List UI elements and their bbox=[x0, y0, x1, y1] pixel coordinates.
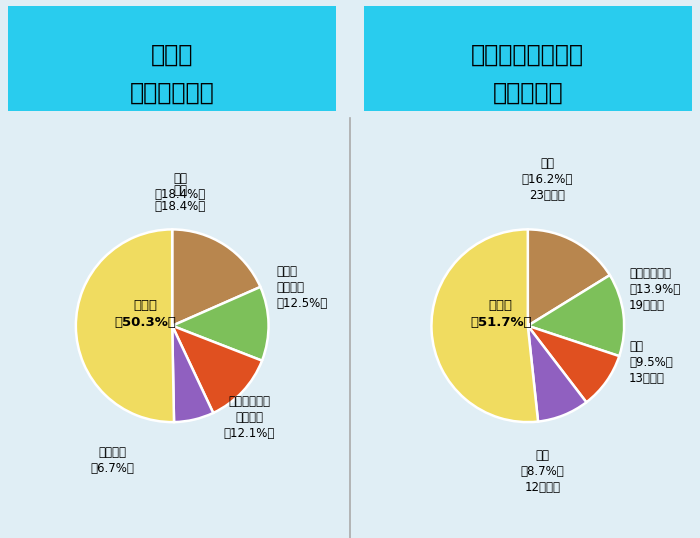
Text: 化学・
製薬産業
（12.5%）: 化学・ 製薬産業 （12.5%） bbox=[276, 265, 328, 310]
Text: その他
（51.7%）: その他 （51.7%） bbox=[470, 300, 531, 329]
Text: ＰＭＡ: ＰＭＡ bbox=[151, 43, 193, 67]
Text: 鉱業
（18.4%）: 鉱業 （18.4%） bbox=[154, 172, 206, 201]
Wedge shape bbox=[76, 229, 174, 422]
Wedge shape bbox=[528, 275, 624, 356]
Text: 鉱業
（18.4%）: 鉱業 （18.4%） bbox=[154, 184, 206, 213]
Wedge shape bbox=[172, 326, 262, 413]
Text: 日本
（16.2%）
23億ドル: 日本 （16.2%） 23億ドル bbox=[522, 158, 573, 202]
Text: その他
（50.3%）: その他 （50.3%） bbox=[114, 300, 176, 329]
Text: 米国
（9.5%）
13億ドル: 米国 （9.5%） 13億ドル bbox=[629, 340, 673, 385]
Wedge shape bbox=[172, 229, 260, 326]
Wedge shape bbox=[528, 229, 610, 326]
Text: 食品産業
（6.7%）: 食品産業 （6.7%） bbox=[90, 446, 134, 475]
Wedge shape bbox=[528, 326, 587, 422]
Text: 国別投資額: 国別投資額 bbox=[493, 81, 563, 104]
Wedge shape bbox=[528, 326, 620, 402]
Wedge shape bbox=[172, 326, 214, 422]
Text: シンガポール
（13.9%）
19億ドル: シンガポール （13.9%） 19億ドル bbox=[629, 267, 680, 312]
Wedge shape bbox=[172, 287, 269, 360]
Text: 金属・機械・
電器産業
（12.1%）: 金属・機械・ 電器産業 （12.1%） bbox=[223, 395, 275, 440]
Text: ２０１３年上半期: ２０１３年上半期 bbox=[471, 43, 584, 67]
Text: 産業別投資額: 産業別投資額 bbox=[130, 81, 215, 104]
Wedge shape bbox=[431, 229, 538, 422]
Text: 韓国
（8.7%）
12億ドル: 韓国 （8.7%） 12億ドル bbox=[520, 449, 564, 494]
